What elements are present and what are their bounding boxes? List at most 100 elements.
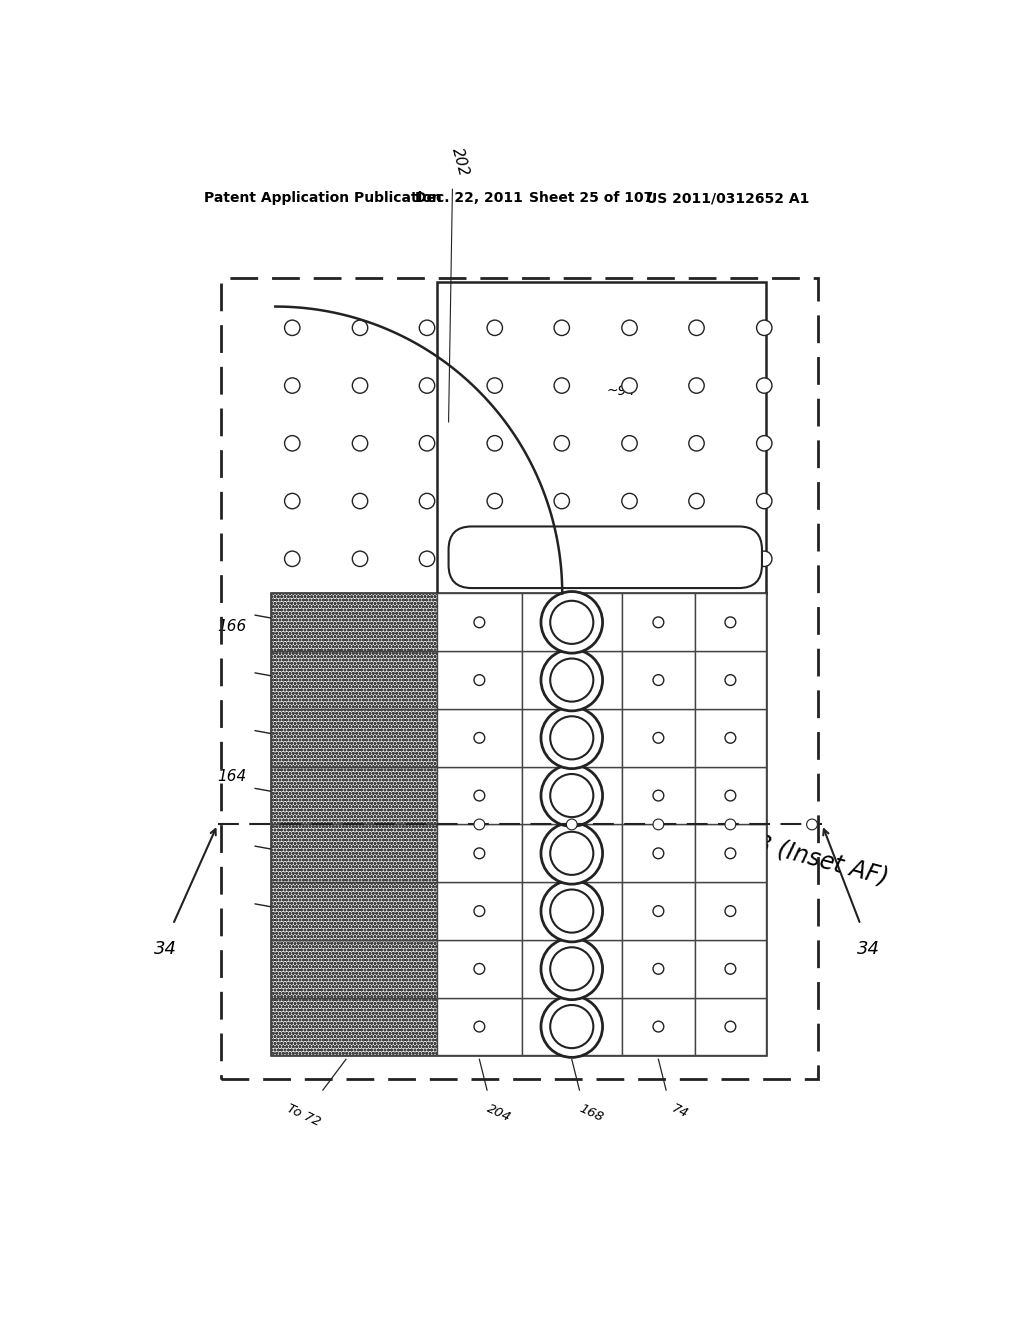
- Bar: [437, 709, 521, 767]
- Circle shape: [487, 552, 503, 566]
- Text: 204: 204: [484, 1102, 513, 1125]
- Text: 34: 34: [154, 940, 177, 958]
- Circle shape: [487, 378, 503, 393]
- Bar: [695, 882, 766, 940]
- Bar: [521, 594, 622, 651]
- Circle shape: [285, 552, 300, 566]
- Circle shape: [689, 378, 705, 393]
- Circle shape: [689, 321, 705, 335]
- Bar: [437, 882, 521, 940]
- Circle shape: [653, 675, 664, 685]
- Bar: [521, 651, 622, 709]
- Text: 74: 74: [670, 1102, 690, 1121]
- Circle shape: [487, 494, 503, 508]
- Circle shape: [653, 906, 664, 916]
- Circle shape: [474, 791, 484, 801]
- Bar: [271, 767, 437, 825]
- Bar: [271, 998, 437, 1056]
- Circle shape: [550, 890, 593, 933]
- Bar: [437, 594, 521, 651]
- Bar: [437, 825, 521, 882]
- Circle shape: [541, 995, 602, 1057]
- Circle shape: [725, 964, 736, 974]
- Circle shape: [541, 822, 602, 884]
- Circle shape: [757, 552, 772, 566]
- Text: 168: 168: [577, 1102, 605, 1125]
- Text: 164: 164: [217, 770, 247, 784]
- Bar: [695, 998, 766, 1056]
- Bar: [521, 940, 622, 998]
- Bar: [695, 825, 766, 882]
- Circle shape: [550, 832, 593, 875]
- Circle shape: [554, 494, 569, 508]
- Bar: [521, 767, 622, 825]
- Text: FIG. 33 (Inset AF): FIG. 33 (Inset AF): [687, 813, 891, 890]
- Circle shape: [419, 494, 435, 508]
- Circle shape: [725, 1022, 736, 1032]
- Circle shape: [419, 436, 435, 451]
- Circle shape: [419, 552, 435, 566]
- Circle shape: [653, 964, 664, 974]
- Circle shape: [541, 649, 602, 711]
- Circle shape: [653, 791, 664, 801]
- Circle shape: [622, 321, 637, 335]
- Circle shape: [285, 436, 300, 451]
- Circle shape: [352, 552, 368, 566]
- Circle shape: [653, 847, 664, 859]
- Circle shape: [352, 321, 368, 335]
- Circle shape: [566, 818, 578, 830]
- Bar: [695, 651, 766, 709]
- Circle shape: [757, 321, 772, 335]
- Circle shape: [725, 733, 736, 743]
- Circle shape: [622, 494, 637, 508]
- Bar: [271, 651, 437, 709]
- Circle shape: [554, 552, 569, 566]
- Bar: [521, 882, 622, 940]
- Circle shape: [689, 552, 705, 566]
- Text: Dec. 22, 2011: Dec. 22, 2011: [416, 191, 523, 206]
- Bar: [271, 594, 766, 1056]
- Circle shape: [725, 791, 736, 801]
- Bar: [622, 767, 695, 825]
- Circle shape: [757, 494, 772, 508]
- Bar: [695, 594, 766, 651]
- Circle shape: [285, 321, 300, 335]
- Circle shape: [419, 321, 435, 335]
- Bar: [437, 651, 521, 709]
- Circle shape: [550, 717, 593, 759]
- Circle shape: [550, 659, 593, 702]
- Bar: [437, 281, 766, 594]
- Bar: [622, 882, 695, 940]
- Circle shape: [725, 906, 736, 916]
- Circle shape: [554, 321, 569, 335]
- Circle shape: [653, 818, 664, 830]
- Circle shape: [474, 733, 484, 743]
- Circle shape: [474, 675, 484, 685]
- Circle shape: [689, 436, 705, 451]
- Bar: [437, 998, 521, 1056]
- Text: ~94: ~94: [606, 384, 636, 397]
- Circle shape: [487, 321, 503, 335]
- Circle shape: [474, 964, 484, 974]
- Text: Sheet 25 of 107: Sheet 25 of 107: [529, 191, 653, 206]
- Bar: [271, 825, 437, 882]
- Circle shape: [550, 601, 593, 644]
- Text: Patent Application Publication: Patent Application Publication: [204, 191, 441, 206]
- Circle shape: [757, 378, 772, 393]
- Circle shape: [285, 494, 300, 508]
- Circle shape: [554, 436, 569, 451]
- Bar: [521, 825, 622, 882]
- Circle shape: [725, 675, 736, 685]
- Text: To 72: To 72: [285, 1102, 323, 1129]
- Bar: [271, 709, 437, 767]
- Circle shape: [807, 818, 817, 830]
- Bar: [271, 882, 437, 940]
- Circle shape: [352, 436, 368, 451]
- Bar: [695, 940, 766, 998]
- Circle shape: [419, 378, 435, 393]
- Bar: [521, 709, 622, 767]
- Bar: [622, 940, 695, 998]
- Text: 202: 202: [450, 145, 471, 178]
- Circle shape: [757, 436, 772, 451]
- Bar: [622, 651, 695, 709]
